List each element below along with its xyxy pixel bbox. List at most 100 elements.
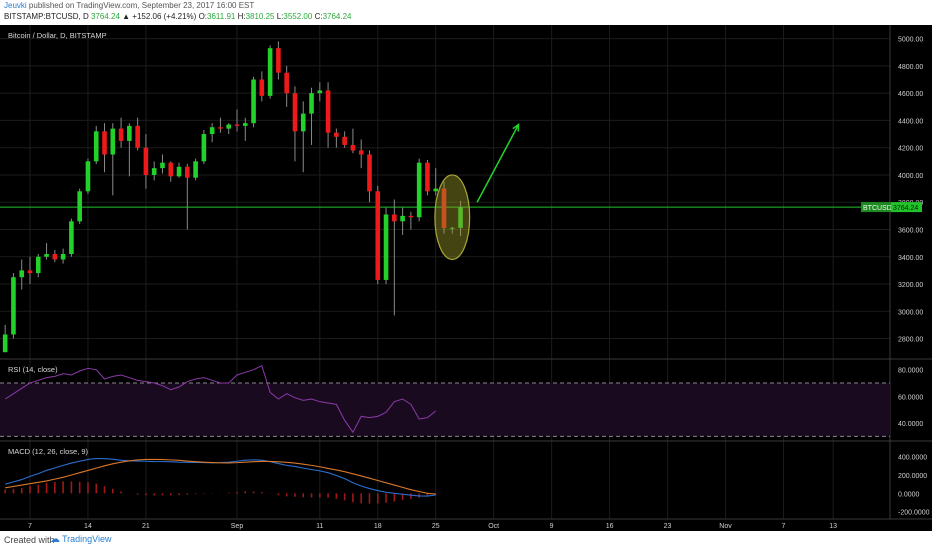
macd-tick-label: -200.0000 xyxy=(898,510,930,517)
x-tick-label: 7 xyxy=(782,523,786,530)
rsi-tick-label: 40.0000 xyxy=(898,421,923,428)
annotation-arrow-head xyxy=(512,122,520,132)
candle-down xyxy=(392,214,397,222)
candle-down xyxy=(276,48,281,73)
candle-down xyxy=(102,131,107,155)
price-tick-label: 2800.00 xyxy=(898,337,923,344)
candle-down xyxy=(168,162,174,177)
candle-down xyxy=(118,128,124,141)
ohlc-line: BITSTAMP:BTCUSD, D 3764.24 ▲ +152.06 (+4… xyxy=(4,12,351,21)
candle-up xyxy=(209,127,215,135)
brand-name: TradingView xyxy=(62,534,112,544)
x-tick-label: 18 xyxy=(374,523,382,530)
candle-down xyxy=(52,254,58,260)
candle-down xyxy=(425,162,430,192)
candle-up xyxy=(449,227,455,229)
x-tick-label: 21 xyxy=(142,523,150,530)
candle-up xyxy=(35,256,41,274)
rsi-band-fill xyxy=(0,383,890,437)
candle-up xyxy=(416,162,422,218)
tradingview-logo[interactable]: ☁ TradingView xyxy=(50,534,112,545)
candle-up xyxy=(93,131,99,162)
candle-down xyxy=(218,127,223,129)
candle-up xyxy=(19,270,25,278)
candle-down xyxy=(441,188,447,229)
macd-title: MACD (12, 26, close, 9) xyxy=(8,447,89,456)
created-with-text: Created with xyxy=(4,535,55,545)
price-tag-value: 3764.24 xyxy=(893,205,918,212)
candle-up xyxy=(400,215,405,222)
price-tag-symbol: BTCUSD xyxy=(863,205,892,212)
candle-up xyxy=(127,125,132,141)
candle-down xyxy=(259,79,265,96)
close-value: 3764.24 xyxy=(322,12,352,21)
candle-up xyxy=(242,123,248,126)
x-tick-label: 14 xyxy=(84,523,92,530)
candle-up xyxy=(226,124,232,129)
candle-down xyxy=(375,191,381,280)
candle-down xyxy=(185,166,190,178)
annotation-ellipse xyxy=(434,174,471,261)
rsi-title: RSI (14, close) xyxy=(8,365,58,374)
footer-bar: Created with ☁ TradingView xyxy=(0,531,932,550)
price-tick-label: 3200.00 xyxy=(898,282,923,289)
candle-up xyxy=(383,214,389,280)
candle-up xyxy=(176,166,182,177)
price-tick-label: 4400.00 xyxy=(898,118,923,125)
candle-down xyxy=(27,270,33,274)
price-tag-value-bg xyxy=(891,202,922,213)
published-text: published on TradingView.com, September … xyxy=(28,1,255,10)
price-tick-label: 3600.00 xyxy=(898,227,923,234)
candle-down xyxy=(350,144,356,151)
chart-canvas[interactable]: 5000.00 4800.00 4600.00 4400.00 4200.00 4000.… xyxy=(0,25,932,531)
macd-tick-label: 0.0000 xyxy=(898,491,920,498)
close-label: C: xyxy=(314,12,323,21)
candle-up xyxy=(160,162,165,169)
x-tick-label: 9 xyxy=(550,523,554,530)
candle-down xyxy=(342,136,347,145)
candle-up xyxy=(201,134,207,162)
candle-up xyxy=(151,168,157,175)
macd-signal-line xyxy=(5,458,436,495)
candle-up xyxy=(2,334,8,353)
cloud-icon: ☁ xyxy=(50,534,60,545)
candle-up xyxy=(317,90,323,94)
candle-down xyxy=(135,125,140,148)
x-tick-label: 13 xyxy=(829,523,837,530)
last-price: 3764.24 xyxy=(90,12,120,21)
rsi-line xyxy=(4,364,437,434)
x-tick-label: 11 xyxy=(316,523,323,530)
x-tick-label: 7 xyxy=(28,523,32,530)
candle-down xyxy=(408,215,414,218)
open-label: O: xyxy=(198,12,208,21)
price-tag-symbol-bg xyxy=(861,202,891,213)
price-tick-label: 4600.00 xyxy=(898,91,923,98)
price-tick-label: 5000.00 xyxy=(898,37,923,44)
candle-down xyxy=(334,132,339,137)
candle-down xyxy=(234,124,240,126)
author-link[interactable]: Jeuvki xyxy=(4,1,27,10)
candle-down xyxy=(367,154,372,192)
candle-up xyxy=(251,79,256,124)
chart-area[interactable]: 5000.00 4800.00 4600.00 4400.00 4200.00 4000.… xyxy=(0,25,932,531)
price-change: ▲ +152.06 (+4.21%) xyxy=(122,12,197,21)
candle-up xyxy=(309,93,314,114)
candle-up xyxy=(193,161,198,178)
candle-up xyxy=(44,254,49,257)
price-tick-label: 4200.00 xyxy=(898,146,923,153)
candle-up xyxy=(77,191,82,222)
candle-down xyxy=(143,147,149,175)
price-tick-label: 3400.00 xyxy=(898,255,923,262)
high-label: H: xyxy=(237,12,246,21)
symbol-label: BITSTAMP:BTCUSD, D xyxy=(4,12,89,21)
candle-up xyxy=(300,113,306,132)
candle-up xyxy=(11,277,16,335)
price-tick-label: 4000.00 xyxy=(898,173,923,180)
price-chart-title: Bitcoin / Dollar, D, BITSTAMP xyxy=(8,31,107,40)
candle-up xyxy=(433,188,439,192)
price-tick-label: 4800.00 xyxy=(898,64,923,71)
x-tick-label: Oct xyxy=(488,523,499,530)
candle-down xyxy=(325,90,331,133)
candle-down xyxy=(358,150,364,155)
x-tick-label: Sep xyxy=(231,523,244,530)
